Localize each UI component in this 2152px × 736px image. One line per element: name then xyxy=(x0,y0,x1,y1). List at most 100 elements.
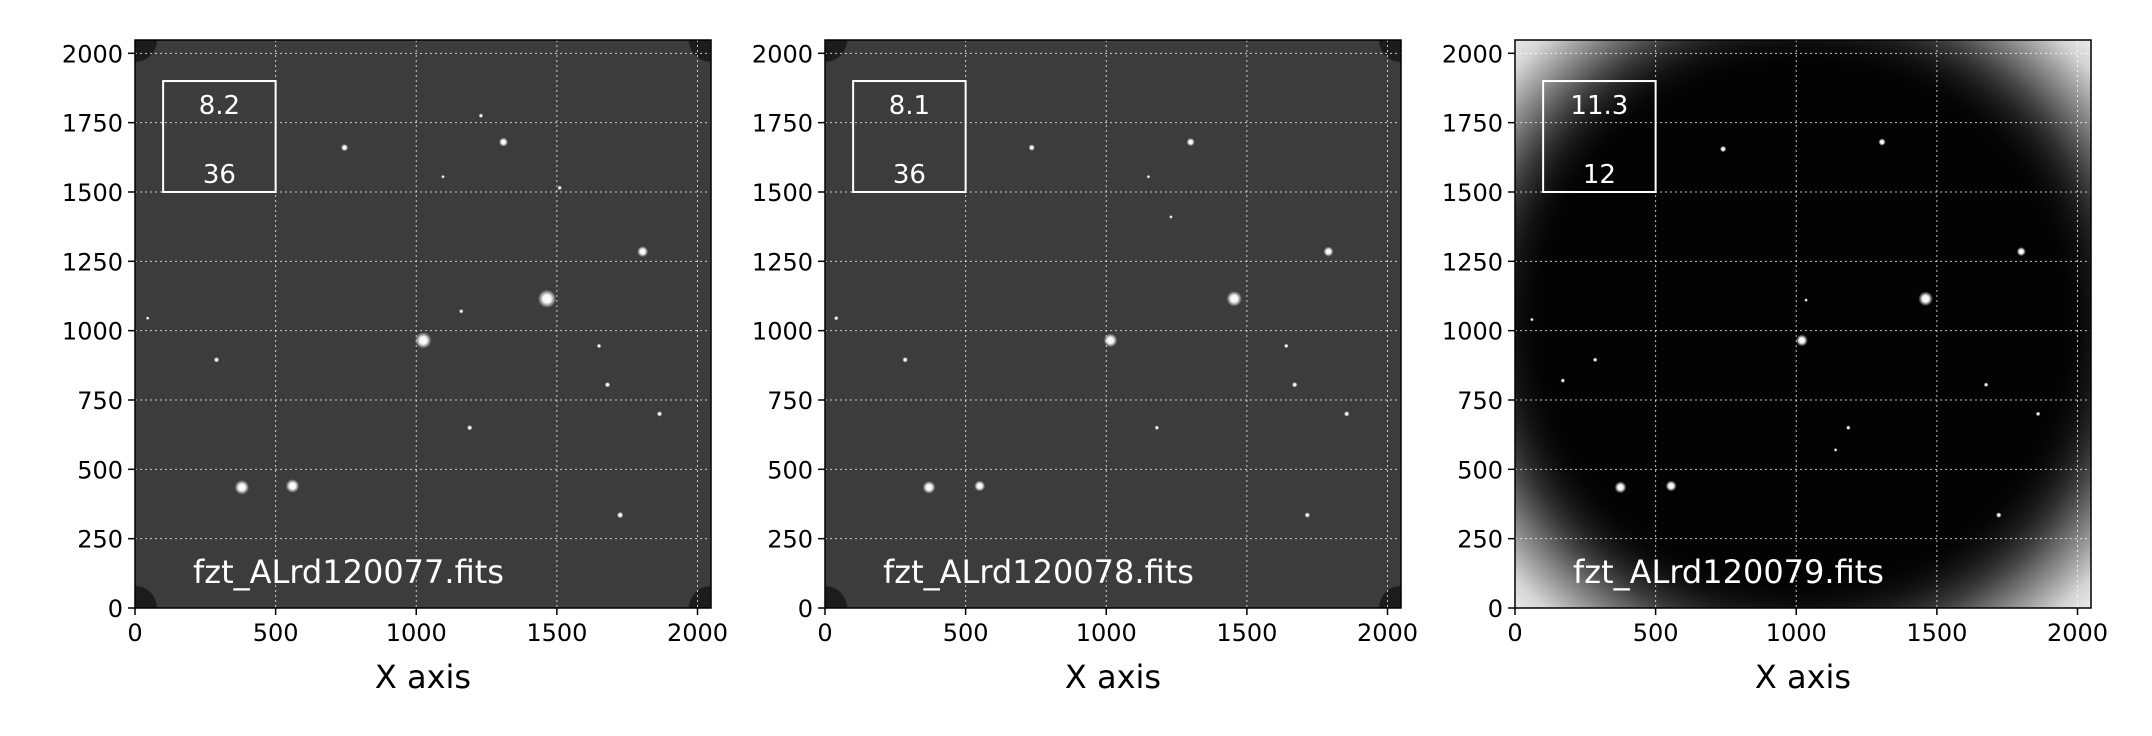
star xyxy=(415,332,432,349)
x-tick-label: 500 xyxy=(1633,619,1679,647)
star xyxy=(616,511,624,519)
star xyxy=(1530,317,1534,322)
y-tick-label: 1500 xyxy=(1442,179,1503,207)
y-tick-label: 1750 xyxy=(62,110,123,138)
star xyxy=(1665,480,1677,492)
x-axis-label: X axis xyxy=(375,658,471,696)
plot-frame xyxy=(1514,39,2092,609)
star xyxy=(922,480,936,494)
star xyxy=(1283,343,1289,349)
star xyxy=(656,411,663,417)
x-tick-label: 2000 xyxy=(667,619,728,647)
corner-shade xyxy=(135,586,157,608)
y-tick-label: 1500 xyxy=(62,179,123,207)
star xyxy=(1103,333,1118,348)
corner-shade xyxy=(1379,40,1401,62)
image-area: 8.1 36 fzt_ALrd120078.fits xyxy=(825,40,1401,608)
star xyxy=(833,315,839,321)
star xyxy=(1833,448,1838,452)
star xyxy=(1614,481,1627,494)
image-area: 8.2 36 fzt_ALrd120077.fits xyxy=(135,40,711,608)
y-tick-label: 500 xyxy=(77,456,123,484)
corner-shade xyxy=(1379,586,1401,608)
x-axis-label: X axis xyxy=(1065,658,1161,696)
star xyxy=(1154,425,1160,430)
star xyxy=(1146,174,1151,179)
x-tick-label: 0 xyxy=(1507,619,1522,647)
star xyxy=(1996,512,2002,518)
y-tick-label: 1000 xyxy=(62,318,123,346)
annotation-box xyxy=(1542,80,1657,193)
y-tick-label: 1500 xyxy=(752,179,813,207)
star xyxy=(557,185,562,191)
y-tick-label: 250 xyxy=(77,526,123,554)
image-area: 11.3 12 fzt_ALrd120079.fits xyxy=(1515,40,2091,608)
y-tick-label: 2000 xyxy=(1442,40,1503,68)
star xyxy=(285,479,300,493)
y-tick-label: 2000 xyxy=(752,40,813,68)
x-tick-label: 2000 xyxy=(1357,619,1418,647)
y-tick-label: 750 xyxy=(77,387,123,415)
annotation-box xyxy=(852,80,967,193)
image-panel-2: 8.1 36 fzt_ALrd120078.fits 0 500 1000 1500 2000… xyxy=(752,39,1418,696)
star xyxy=(1226,291,1242,307)
box-value-bottom: 36 xyxy=(203,160,236,190)
star xyxy=(902,357,908,363)
star xyxy=(1719,145,1727,153)
star xyxy=(340,143,349,152)
x-tick-label: 1500 xyxy=(1906,619,1967,647)
annotation-box xyxy=(162,80,277,193)
star xyxy=(466,424,473,431)
y-tick-label: 2000 xyxy=(62,40,123,68)
plot-frame xyxy=(134,39,712,609)
filename-label: fzt_ALrd120078.fits xyxy=(883,553,1194,591)
star xyxy=(596,343,602,349)
y-tick-label: 0 xyxy=(798,595,813,623)
star xyxy=(1028,144,1035,151)
star xyxy=(2035,411,2041,417)
x-tick-label: 1000 xyxy=(386,619,447,647)
y-tick-label: 250 xyxy=(767,526,813,554)
x-tick-label: 500 xyxy=(943,619,989,647)
image-panel-1: 8.2 36 fzt_ALrd120077.fits 0 500 1000 1500 2000… xyxy=(62,39,728,696)
plot-frame xyxy=(824,39,1402,609)
box-value-top: 8.2 xyxy=(199,91,240,121)
image-background xyxy=(135,40,711,608)
y-tick-label: 750 xyxy=(1457,387,1503,415)
corner-shade xyxy=(825,586,847,608)
y-tick-label: 0 xyxy=(1488,595,1503,623)
star xyxy=(458,308,464,314)
star xyxy=(1304,512,1311,518)
star xyxy=(1918,291,1933,307)
y-tick-label: 0 xyxy=(108,595,123,623)
y-tick-label: 1250 xyxy=(62,248,123,276)
y-tick-label: 500 xyxy=(1457,456,1503,484)
y-tick-label: 1250 xyxy=(1442,248,1503,276)
star xyxy=(478,113,484,118)
filename-label: fzt_ALrd120079.fits xyxy=(1573,553,1884,591)
star xyxy=(1795,334,1808,347)
box-value-bottom: 12 xyxy=(1583,160,1616,190)
corner-shade xyxy=(135,40,157,62)
star xyxy=(1983,382,1989,388)
x-tick-label: 1000 xyxy=(1766,619,1827,647)
x-tick-label: 500 xyxy=(253,619,299,647)
box-value-top: 8.1 xyxy=(889,91,930,121)
y-tick-label: 1750 xyxy=(752,110,813,138)
y-tick-label: 1000 xyxy=(752,318,813,346)
star xyxy=(2016,247,2026,257)
star xyxy=(637,246,649,258)
y-tick-label: 500 xyxy=(767,456,813,484)
x-tick-label: 1500 xyxy=(526,619,587,647)
star xyxy=(1291,382,1298,388)
star xyxy=(604,382,611,388)
star xyxy=(974,480,986,492)
x-tick-label: 1500 xyxy=(1216,619,1277,647)
y-tick-label: 250 xyxy=(1457,526,1503,554)
box-value-top: 11.3 xyxy=(1570,91,1628,121)
x-tick-label: 0 xyxy=(817,619,832,647)
corner-shade xyxy=(689,586,711,608)
star xyxy=(441,174,445,179)
star xyxy=(234,480,250,495)
